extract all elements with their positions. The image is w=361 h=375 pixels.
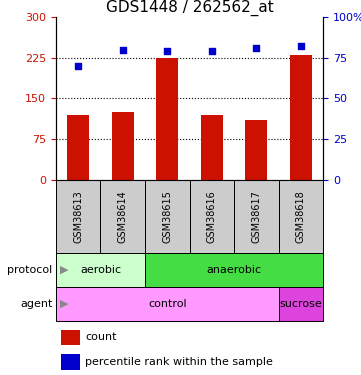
Bar [61, 354, 80, 370]
Text: ▶: ▶ [60, 299, 68, 309]
Bar [61, 330, 80, 345]
Point [120, 46, 126, 53]
Text: count: count [85, 333, 117, 342]
Text: GSM38616: GSM38616 [207, 190, 217, 243]
Point [253, 45, 259, 51]
Text: anaerobic: anaerobic [206, 265, 262, 275]
Bar [156, 58, 178, 180]
Point [298, 43, 304, 49]
Bar [112, 112, 134, 180]
Text: aerobic: aerobic [80, 265, 121, 275]
Bar [67, 115, 90, 180]
Point [164, 48, 170, 54]
Text: GSM38615: GSM38615 [162, 190, 172, 243]
Bar [145, 180, 190, 253]
Text: control: control [148, 299, 187, 309]
Title: GDS1448 / 262562_at: GDS1448 / 262562_at [106, 0, 273, 15]
Bar [56, 287, 279, 321]
Point [209, 48, 215, 54]
Bar [279, 287, 323, 321]
Text: protocol: protocol [7, 265, 52, 275]
Bar [100, 180, 145, 253]
Text: GSM38613: GSM38613 [73, 190, 83, 243]
Text: GSM38618: GSM38618 [296, 190, 306, 243]
Text: agent: agent [20, 299, 52, 309]
Text: ▶: ▶ [60, 265, 68, 275]
Bar [56, 253, 145, 287]
Bar [234, 180, 279, 253]
Text: GSM38617: GSM38617 [251, 190, 261, 243]
Bar [290, 55, 312, 180]
Text: sucrose: sucrose [279, 299, 322, 309]
Bar [201, 115, 223, 180]
Bar [56, 180, 100, 253]
Bar [279, 180, 323, 253]
Bar [245, 120, 268, 180]
Bar [145, 253, 323, 287]
Text: percentile rank within the sample: percentile rank within the sample [85, 357, 273, 367]
Point [75, 63, 81, 69]
Text: GSM38614: GSM38614 [118, 190, 128, 243]
Bar [190, 180, 234, 253]
